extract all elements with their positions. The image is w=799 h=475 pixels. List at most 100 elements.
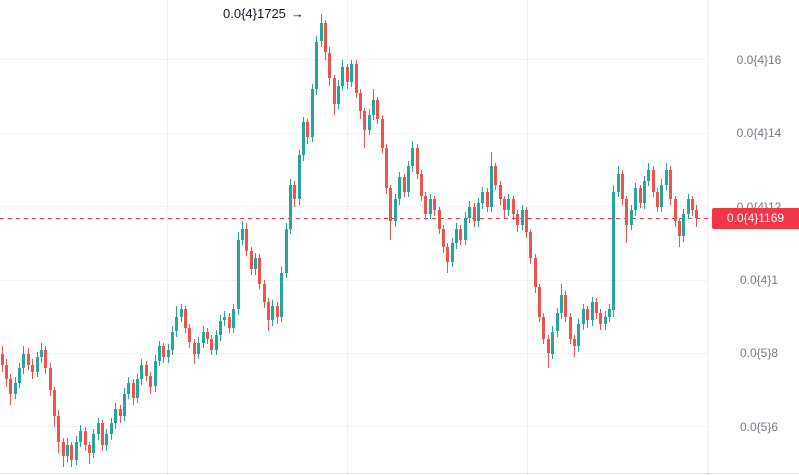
y-axis-tick-label: 0.0{5}8 [739,346,779,361]
candle-body-down [594,302,598,314]
candle-body-down [332,78,336,104]
candle-body-up [214,335,218,350]
candle-body-up [337,85,340,104]
candle-body-down [245,228,249,251]
candle-body-down [538,287,541,317]
candle-body-up [393,199,397,222]
candle-body-up [660,184,664,207]
candle-body-down [564,294,568,317]
candle-body-up [664,170,668,185]
candle-body-up [297,155,301,200]
candle-body-up [468,206,472,218]
arrow-right-icon: → [290,6,304,21]
candle-body-down [293,184,297,200]
candle-body-up [481,192,485,203]
candle-body-down [144,364,148,376]
grid-line-vertical [707,0,708,475]
time-axis-separator [0,473,799,474]
current-price-dashed-line [0,217,712,219]
candle-body-up [179,309,183,317]
candle-body-up [35,357,39,372]
candle-body-up [288,184,292,229]
candle-body-down [389,188,393,222]
grid-line-vertical [167,0,168,475]
candle-body-down [459,228,463,240]
candle-body-up [153,360,157,387]
candle-body-up [280,272,284,317]
candle-body-up [136,379,139,398]
candle-body-up [682,214,686,236]
grid-line-horizontal [0,426,707,428]
candle-body-down [48,368,52,391]
candle-body-up [603,316,607,325]
candle-body-up [105,434,109,446]
candle-body-up [223,316,227,321]
candle-body-down [433,199,437,211]
candle-body-up [350,63,354,82]
candle-body-down [498,184,502,200]
candle-body-down [621,173,624,200]
candle-body-down [494,166,498,185]
candle-body-up [559,294,563,314]
candle-body-down [9,379,13,394]
candle-body-up [92,434,96,453]
candle-body-up [271,305,275,321]
candle-wick-down [88,441,90,464]
y-axis-tick-label: 0.0{5}6 [739,419,779,434]
candle-body-up [302,122,305,156]
candle-body-up [122,393,126,416]
candle-body-down [586,309,590,321]
candle-body-up [175,316,179,332]
candle-wick-down [574,335,575,358]
candle-body-up [22,353,26,369]
candle-body-down [149,375,153,387]
candle-body-down [328,52,332,79]
candle-body-down [695,210,699,218]
candle-body-down [402,177,406,192]
candle-body-down [26,353,30,365]
candle-body-down [625,199,629,225]
grid-line-horizontal [0,206,707,208]
candle-body-down [210,338,214,350]
candle-body-up [642,181,646,203]
candle-body-up [284,228,288,273]
candle-body-up [590,302,594,321]
price-scale-axis[interactable]: 0.0{4}16 0.0{4}14 0.0{4}12 0.0{4}1 0.0{5}8 0.… [708,0,799,475]
candle-body-up [577,324,581,347]
candle-body-up [310,89,314,137]
candle-body-up [319,23,323,42]
candle-body-up [455,228,458,244]
candle-body-up [232,309,236,328]
grid-line-horizontal [0,132,707,134]
candle-body-up [520,210,524,225]
candle-body-down [568,316,572,339]
candle-body-down [542,316,546,339]
candle-body-up [398,177,402,200]
candle-body-down [57,415,61,442]
candle-body-up [476,203,480,222]
candle-body-up [13,382,17,394]
candle-body-down [546,338,550,354]
candle-body-up [74,441,78,460]
candle-body-up [109,423,113,435]
candle-body-down [573,338,576,347]
candle-body-down [131,382,135,398]
candle-body-down [516,214,520,225]
candle-body-down [415,147,419,174]
current-price-label: 0.0{4}1169 [712,207,799,229]
candle-body-down [345,67,349,82]
candle-body-down [323,23,327,53]
candle-body-down [258,258,262,284]
candle-body-down [0,353,4,365]
candle-body-down [83,430,87,446]
high-price-annotation-text: 0.0{4}1725 [223,6,286,21]
candle-body-up [18,368,21,383]
candle-body-down [673,199,677,222]
candle-body-up [96,423,100,435]
candle-body-down [31,364,35,372]
candle-body-down [52,390,56,416]
candle-body-up [581,309,585,325]
candle-body-down [61,441,65,457]
candle-body-down [385,147,389,189]
